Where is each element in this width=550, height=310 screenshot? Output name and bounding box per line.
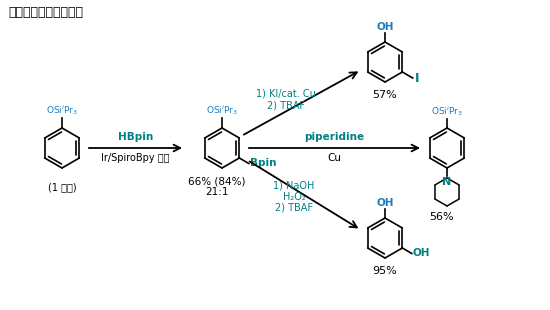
Text: OH: OH [376,22,394,32]
Text: H₂O₂: H₂O₂ [283,192,306,202]
Text: 21:1: 21:1 [205,187,229,197]
Text: 57%: 57% [373,90,397,100]
Text: I: I [415,72,419,85]
Text: 1) NaOH: 1) NaOH [273,180,315,190]
Text: OSi$^i$Pr$_3$: OSi$^i$Pr$_3$ [206,103,238,117]
Text: OSi$^i$Pr$_3$: OSi$^i$Pr$_3$ [46,103,78,117]
Text: Cu: Cu [327,153,342,163]
Text: OH: OH [413,249,430,259]
Text: 2) TBAF: 2) TBAF [275,203,313,213]
Text: 66% (84%): 66% (84%) [188,176,246,186]
Text: HBpin: HBpin [118,132,153,142]
Text: 2) TBAF: 2) TBAF [267,100,305,110]
Text: ホウ素化合物の誘導化: ホウ素化合物の誘導化 [8,6,83,19]
Text: Bpin: Bpin [250,158,276,169]
Text: (1 当量): (1 当量) [48,182,76,192]
Text: OH: OH [376,198,394,208]
Text: Ir/SpiroBpy 触媒: Ir/SpiroBpy 触媒 [101,153,170,163]
Text: OSi$^i$Pr$_3$: OSi$^i$Pr$_3$ [431,104,463,118]
Text: N: N [442,177,452,187]
Text: piperidine: piperidine [305,132,365,142]
Text: 95%: 95% [373,266,397,276]
Text: 56%: 56% [430,212,454,222]
Text: 1) KI/cat. Cu: 1) KI/cat. Cu [256,88,316,98]
